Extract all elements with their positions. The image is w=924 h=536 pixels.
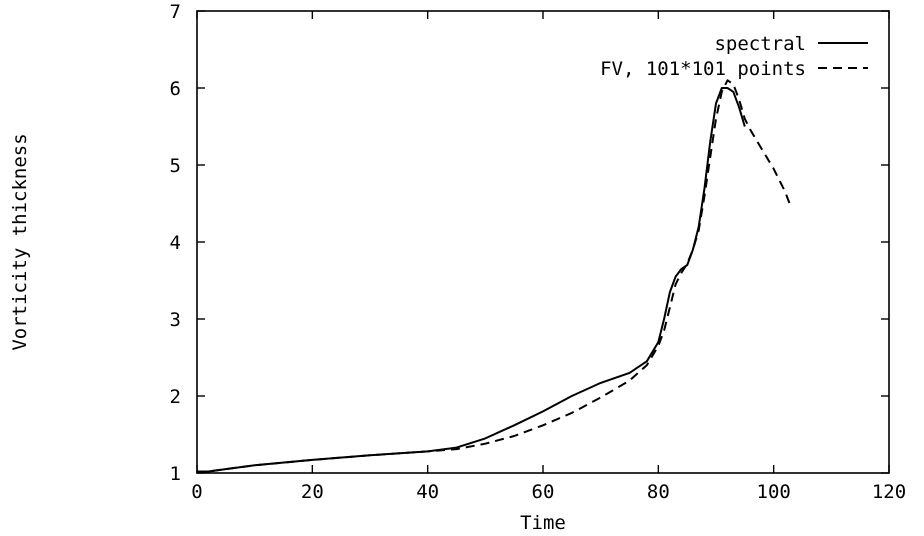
series-lines: [197, 79, 792, 473]
plot-frame: [196, 10, 890, 474]
legend-label: spectral: [714, 33, 806, 55]
x-axis-label: Time: [520, 512, 566, 534]
y-tick-label: 6: [170, 78, 181, 100]
y-tick-label: 7: [170, 1, 181, 23]
axis-ticks: [196, 10, 890, 474]
x-tick-label: 80: [647, 481, 670, 503]
y-tick-label: 4: [170, 232, 181, 254]
axis-tick-labels: 0 20 40 60 80 100 120 1 2 3 4 5 6 7: [170, 1, 907, 503]
x-tick-label: 0: [191, 481, 202, 503]
legend: spectral FV, 101*101 points: [600, 33, 868, 80]
series-line-spectral: [197, 87, 746, 473]
x-tick-label: 60: [532, 481, 555, 503]
y-tick-label: 1: [170, 463, 181, 485]
y-tick-label: 3: [170, 309, 181, 331]
y-tick-label: 5: [170, 155, 181, 177]
y-axis-label: Vorticity thickness: [9, 133, 31, 350]
series-line-fv: [197, 79, 792, 473]
x-tick-label: 20: [301, 481, 324, 503]
legend-label: FV, 101*101 points: [600, 58, 806, 80]
y-tick-label: 2: [170, 386, 181, 408]
x-tick-label: 120: [872, 481, 906, 503]
plot-border: [196, 10, 890, 474]
x-tick-label: 100: [757, 481, 791, 503]
x-tick-label: 40: [416, 481, 439, 503]
